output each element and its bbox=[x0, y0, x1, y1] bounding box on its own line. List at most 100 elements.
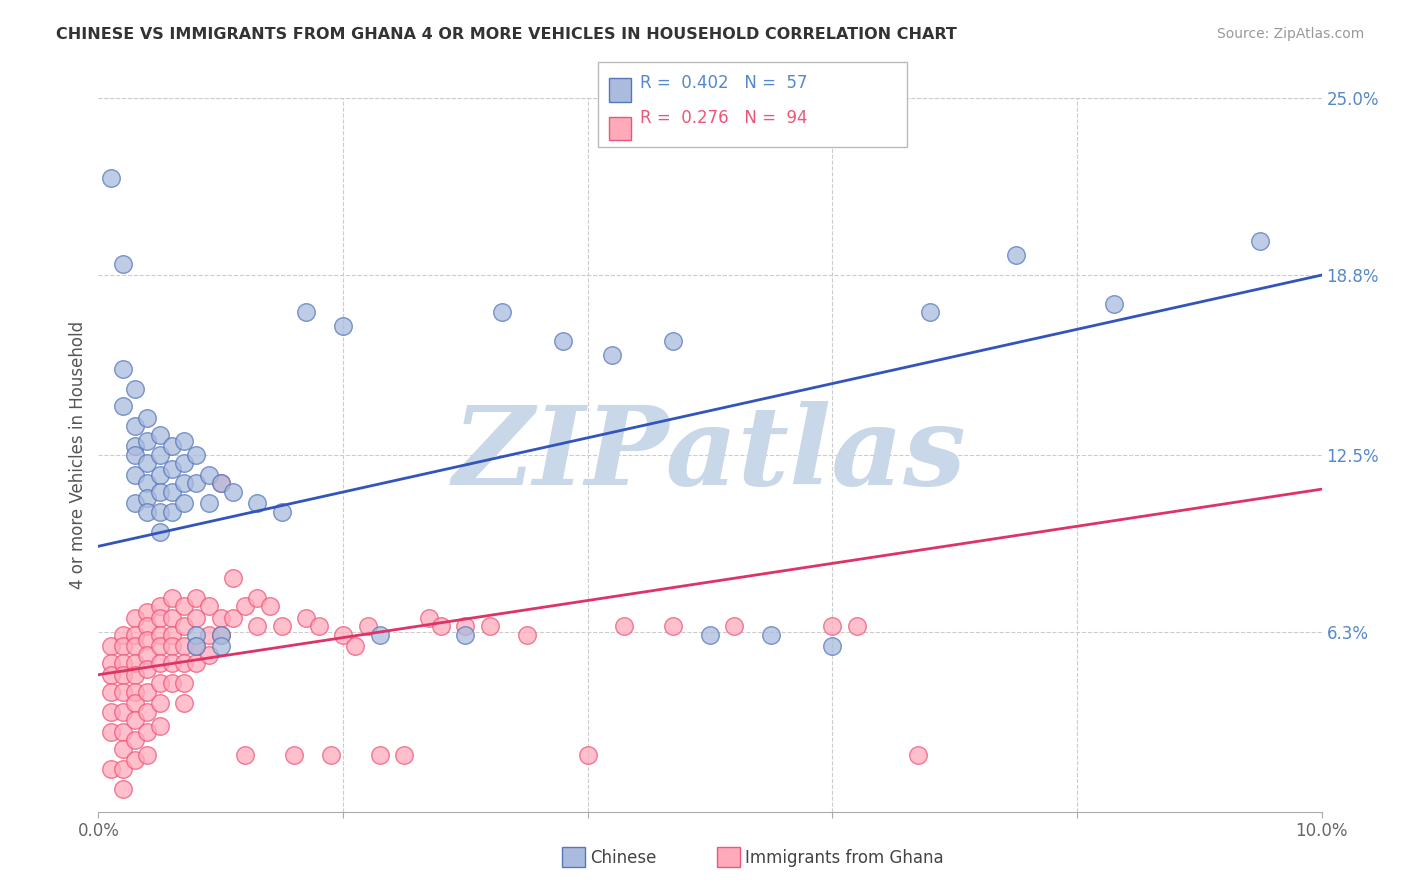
Point bbox=[209, 610, 232, 624]
Point bbox=[111, 639, 134, 653]
Point bbox=[845, 619, 868, 633]
Point bbox=[478, 619, 501, 633]
Point bbox=[149, 676, 172, 690]
Point bbox=[186, 657, 208, 671]
Text: Chinese: Chinese bbox=[591, 849, 657, 867]
Point bbox=[173, 476, 195, 491]
Point bbox=[209, 628, 232, 642]
Point bbox=[332, 319, 354, 334]
Point bbox=[124, 657, 146, 671]
Point bbox=[759, 628, 782, 642]
Point bbox=[246, 619, 269, 633]
Point bbox=[160, 676, 183, 690]
Point bbox=[111, 257, 134, 271]
Point bbox=[368, 747, 391, 762]
Point bbox=[173, 696, 195, 710]
Point bbox=[111, 667, 134, 681]
Point bbox=[1249, 234, 1271, 248]
Point bbox=[270, 619, 292, 633]
Point bbox=[124, 628, 146, 642]
Point bbox=[149, 428, 172, 442]
Text: ZIPatlas: ZIPatlas bbox=[453, 401, 967, 508]
Point bbox=[209, 476, 232, 491]
Point bbox=[111, 685, 134, 699]
Point bbox=[418, 610, 440, 624]
Point bbox=[1004, 248, 1026, 262]
Point bbox=[516, 628, 538, 642]
Point bbox=[111, 657, 134, 671]
Point bbox=[613, 619, 636, 633]
Point bbox=[197, 496, 219, 510]
Point bbox=[907, 747, 929, 762]
Point bbox=[454, 628, 477, 642]
Point bbox=[186, 476, 208, 491]
Point bbox=[344, 639, 367, 653]
Point bbox=[1102, 296, 1125, 310]
Point bbox=[197, 648, 219, 662]
Point bbox=[149, 505, 172, 519]
Point bbox=[100, 724, 122, 739]
Point bbox=[136, 747, 159, 762]
Point bbox=[124, 714, 146, 728]
Point bbox=[821, 639, 844, 653]
Point bbox=[124, 496, 146, 510]
Point bbox=[136, 505, 159, 519]
Point bbox=[368, 628, 391, 642]
Point bbox=[576, 747, 599, 762]
Point bbox=[124, 467, 146, 482]
Point bbox=[283, 747, 305, 762]
Text: R =  0.276   N =  94: R = 0.276 N = 94 bbox=[640, 109, 807, 127]
Text: R =  0.402   N =  57: R = 0.402 N = 57 bbox=[640, 74, 807, 92]
Point bbox=[454, 619, 477, 633]
Point bbox=[100, 667, 122, 681]
Point bbox=[124, 610, 146, 624]
Point bbox=[222, 485, 245, 500]
Point bbox=[173, 639, 195, 653]
Point bbox=[699, 628, 721, 642]
Point bbox=[149, 610, 172, 624]
Point bbox=[124, 639, 146, 653]
Point bbox=[100, 639, 122, 653]
Point bbox=[149, 657, 172, 671]
Point bbox=[160, 462, 183, 476]
Point bbox=[173, 434, 195, 448]
Point bbox=[430, 619, 453, 633]
Point bbox=[173, 599, 195, 614]
Point bbox=[821, 619, 844, 633]
Point bbox=[222, 571, 245, 585]
Point bbox=[173, 619, 195, 633]
Point bbox=[246, 496, 269, 510]
Point bbox=[100, 657, 122, 671]
Point bbox=[136, 619, 159, 633]
Point bbox=[160, 439, 183, 453]
Point bbox=[124, 439, 146, 453]
Point bbox=[186, 628, 208, 642]
Point bbox=[662, 334, 685, 348]
Point bbox=[723, 619, 745, 633]
Point bbox=[136, 648, 159, 662]
Point bbox=[149, 719, 172, 733]
Point bbox=[233, 747, 256, 762]
Point bbox=[295, 610, 318, 624]
Point bbox=[124, 419, 146, 434]
Text: Immigrants from Ghana: Immigrants from Ghana bbox=[745, 849, 943, 867]
Point bbox=[136, 491, 159, 505]
Text: CHINESE VS IMMIGRANTS FROM GHANA 4 OR MORE VEHICLES IN HOUSEHOLD CORRELATION CHA: CHINESE VS IMMIGRANTS FROM GHANA 4 OR MO… bbox=[56, 27, 957, 42]
Point bbox=[173, 676, 195, 690]
Point bbox=[600, 348, 623, 362]
Point bbox=[173, 496, 195, 510]
Point bbox=[111, 705, 134, 719]
Point bbox=[332, 628, 354, 642]
Point bbox=[160, 639, 183, 653]
Point bbox=[209, 639, 232, 653]
Point bbox=[160, 505, 183, 519]
Point bbox=[233, 599, 256, 614]
Point bbox=[136, 685, 159, 699]
Point bbox=[295, 305, 318, 319]
Point bbox=[149, 524, 172, 539]
Point bbox=[111, 781, 134, 796]
Point bbox=[136, 705, 159, 719]
Point bbox=[111, 628, 134, 642]
Point bbox=[186, 448, 208, 462]
Point bbox=[124, 696, 146, 710]
